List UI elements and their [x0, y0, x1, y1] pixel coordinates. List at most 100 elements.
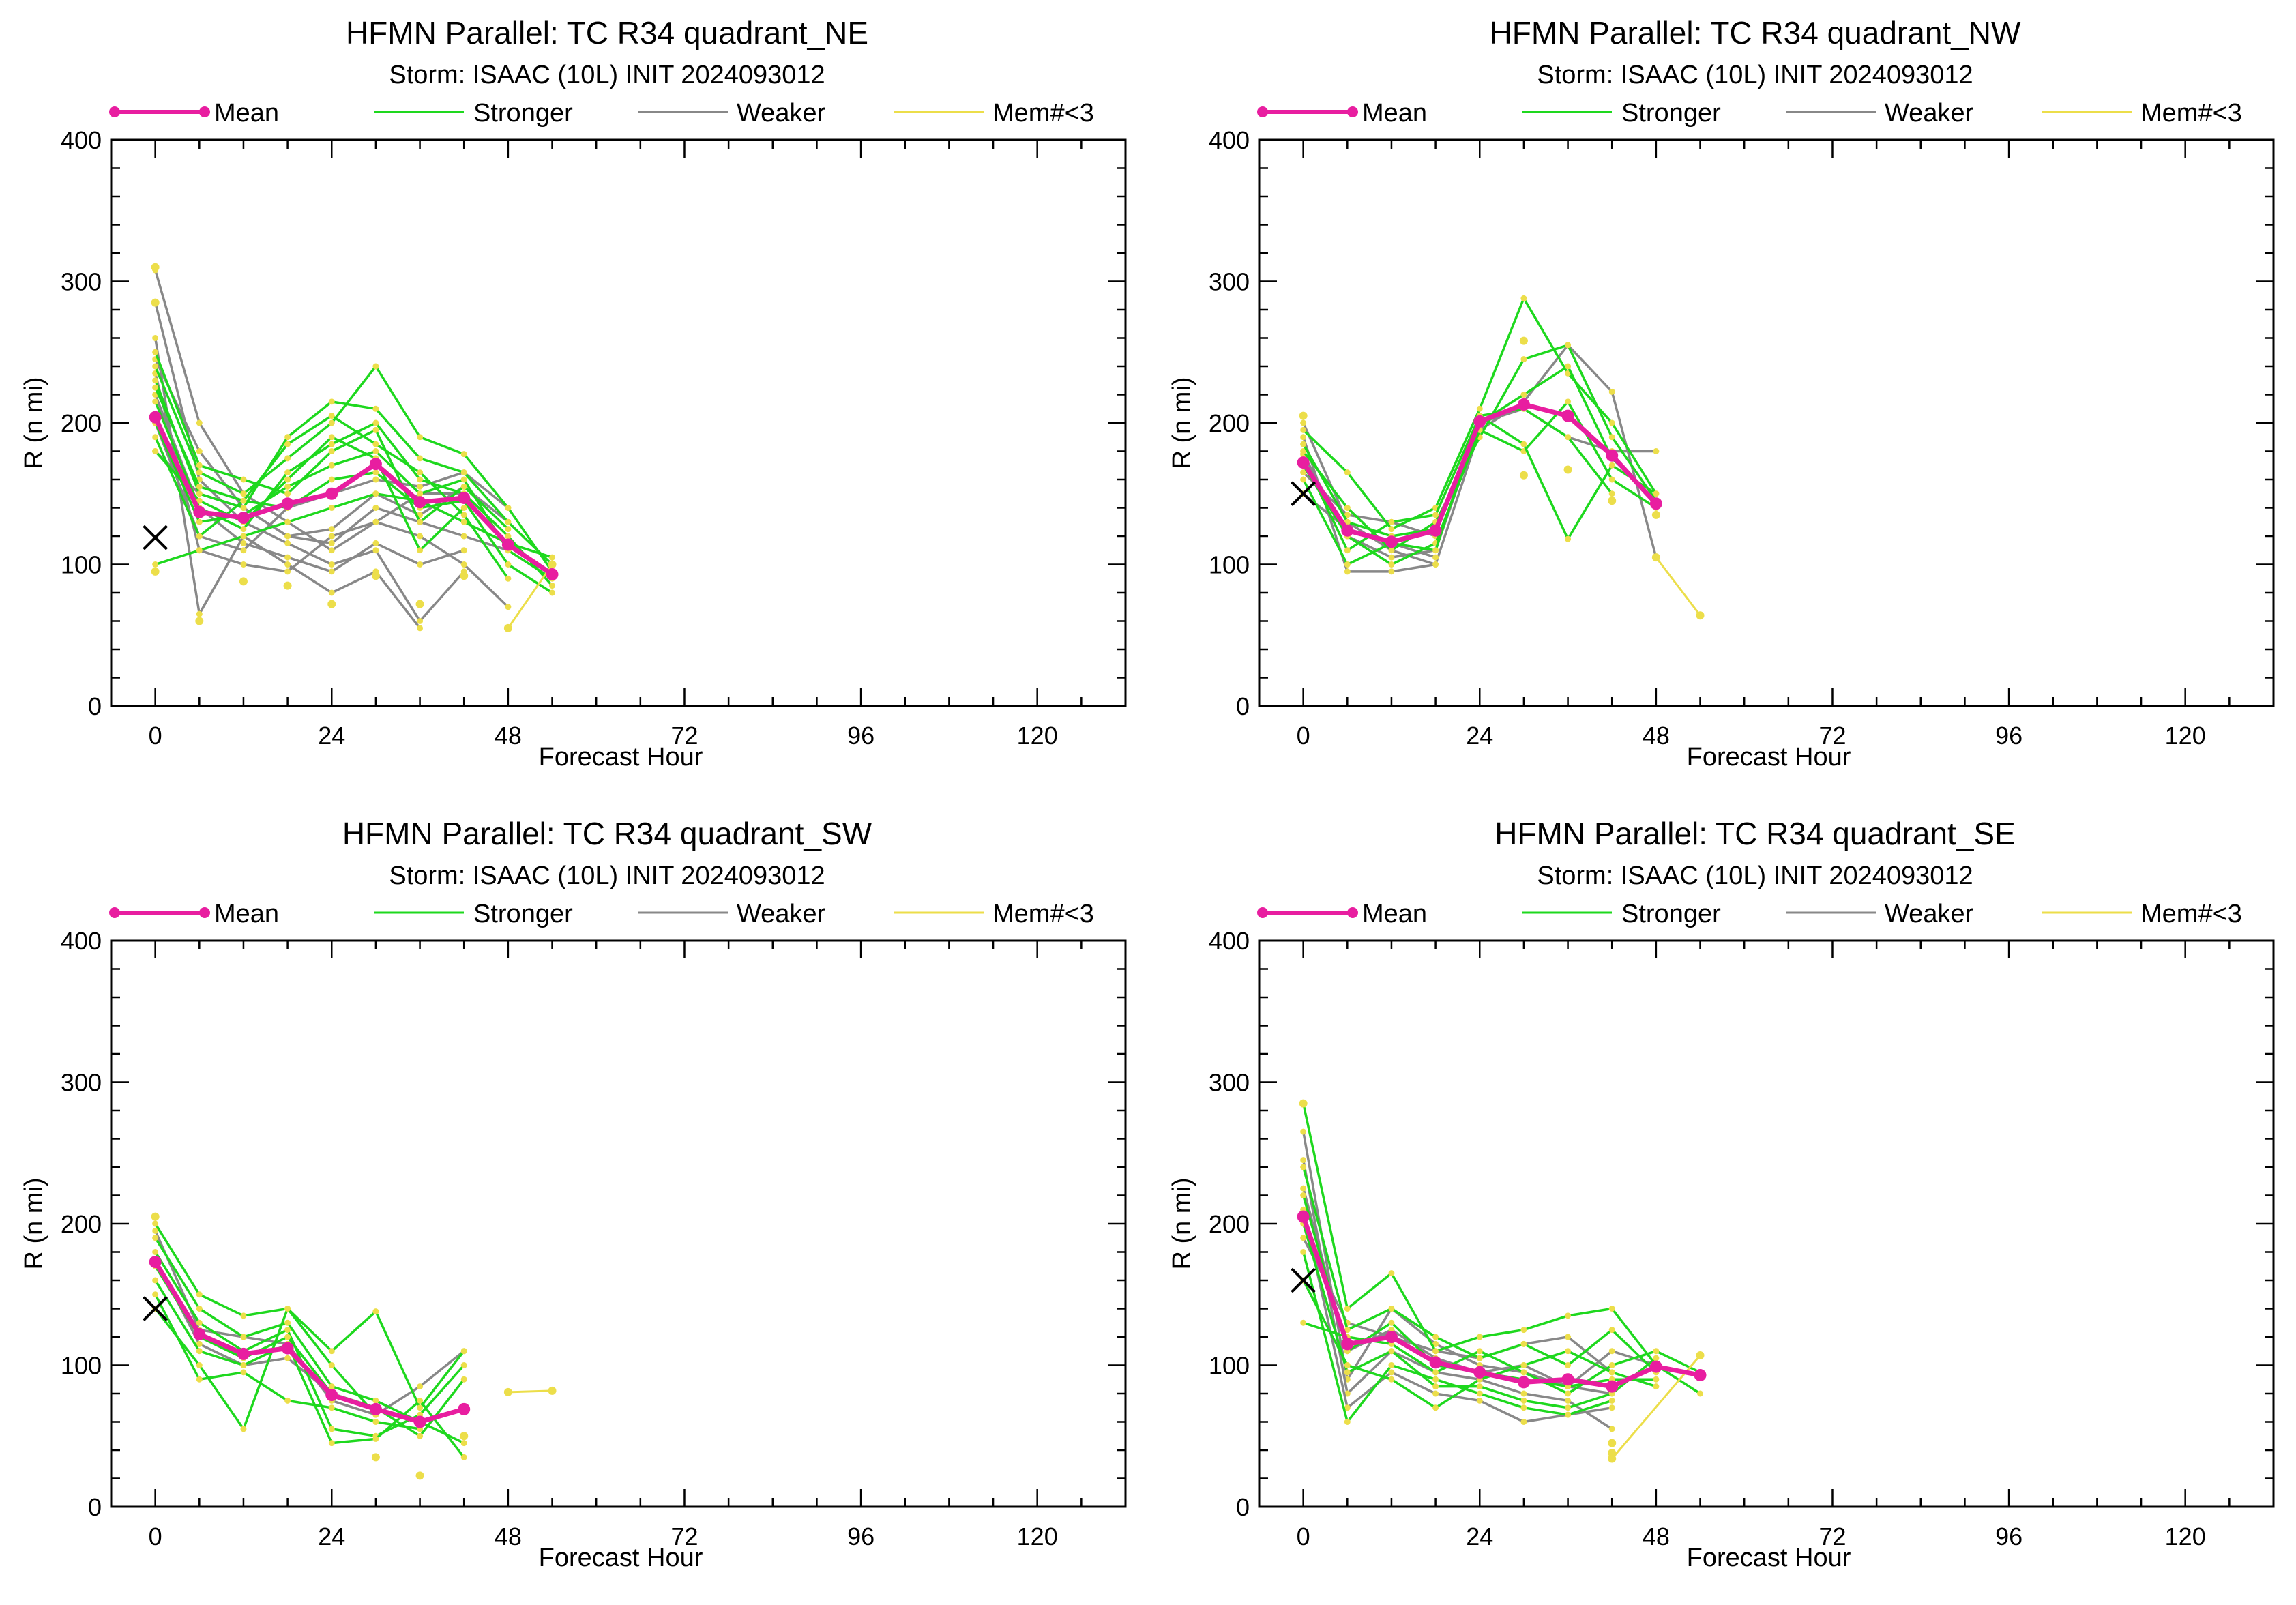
- weaker-member-point: [284, 554, 291, 561]
- few-member-point: [1519, 471, 1528, 480]
- stronger-member-point: [1432, 1383, 1439, 1390]
- weaker-member-point: [328, 540, 335, 546]
- stronger-member-point: [196, 469, 203, 476]
- stronger-member-point: [1565, 1404, 1572, 1411]
- stronger-member-point: [1344, 1306, 1351, 1312]
- stronger-member-point: [196, 490, 203, 497]
- few-member-point: [460, 572, 469, 580]
- mean-series: [1297, 398, 1662, 548]
- y-tick-label: 400: [61, 126, 102, 154]
- stronger-member-point: [1344, 505, 1351, 511]
- few-member-point: [1651, 510, 1660, 519]
- weaker-member-point: [1300, 419, 1307, 426]
- stronger-member-point: [460, 1376, 467, 1383]
- mean-line: [153, 416, 554, 576]
- stronger-member-point: [284, 1397, 291, 1404]
- stronger-member-point: [328, 1404, 335, 1411]
- mean-point: [1606, 449, 1619, 462]
- y-tick-label: 200: [61, 409, 102, 437]
- few-members: [151, 1212, 557, 1480]
- legend-stronger-label: Stronger: [473, 99, 573, 128]
- weaker-member: [1300, 1128, 1615, 1397]
- weaker-member-point: [1388, 554, 1395, 561]
- stronger-member-point: [284, 483, 291, 490]
- stronger-member-point: [328, 1383, 335, 1390]
- mean-point: [1429, 1356, 1442, 1369]
- chart-title: HFMN Parallel: TC R34 quadrant_NE: [346, 15, 868, 50]
- x-tick-label: 120: [2165, 722, 2206, 750]
- stronger-member-point: [196, 1306, 203, 1312]
- stronger-member-point: [1520, 441, 1527, 447]
- mean-point: [413, 1415, 426, 1428]
- chart-panel-3: HFMN Parallel: TC R34 quadrant_SW Storm: …: [20, 816, 1127, 1572]
- mean-point: [1341, 524, 1354, 537]
- weaker-member-point: [152, 335, 159, 341]
- mean-point: [1694, 1369, 1707, 1382]
- y-axis-label: R (n mi): [20, 377, 48, 469]
- stronger-member-point: [152, 434, 159, 441]
- weaker-member-point: [328, 547, 335, 554]
- stronger-member-point: [1565, 1312, 1572, 1319]
- weaker-member-point: [1565, 1397, 1572, 1404]
- stronger-member-point: [240, 476, 247, 483]
- stronger-member-line: [154, 1237, 465, 1445]
- x-axis-label: Forecast Hour: [539, 1544, 703, 1572]
- stronger-member-point: [505, 505, 512, 511]
- few-member-point: [503, 1387, 512, 1396]
- stronger-member-point: [1432, 512, 1439, 518]
- x-tick-label: 0: [149, 1522, 162, 1550]
- stronger-member-point: [1520, 1340, 1527, 1347]
- legend: Mean Stronger Weaker Mem#<3: [109, 900, 1094, 928]
- weaker-member-point: [1344, 512, 1351, 518]
- stronger-member-point: [417, 434, 424, 441]
- mean-point: [1606, 1380, 1619, 1393]
- weaker-member-point: [328, 589, 335, 596]
- x-tick-label: 0: [149, 722, 162, 750]
- stronger-member-line: [154, 365, 553, 572]
- stronger-member-point: [1476, 1355, 1483, 1361]
- stronger-member-point: [152, 1235, 159, 1241]
- stronger-member-point: [460, 1454, 467, 1460]
- stronger-member-point: [240, 490, 247, 497]
- chart-title: HFMN Parallel: TC R34 quadrant_SE: [1495, 816, 2016, 851]
- stronger-member-point: [328, 505, 335, 511]
- stronger-member-point: [417, 1404, 424, 1411]
- x-tick-label: 96: [847, 722, 874, 750]
- few-member-point: [239, 577, 248, 586]
- stronger-member-point: [505, 518, 512, 525]
- legend-mean-label: Mean: [214, 900, 279, 928]
- chart-subtitle: Storm: ISAAC (10L) INIT 2024093012: [1537, 862, 1973, 890]
- stronger-member-point: [1565, 398, 1572, 405]
- stronger-member-line: [154, 1307, 377, 1430]
- weaker-member-point: [505, 604, 512, 610]
- x-axis-label: Forecast Hour: [1687, 743, 1851, 771]
- stronger-member-point: [372, 426, 379, 433]
- stronger-member-point: [1520, 356, 1527, 363]
- mean-point: [1649, 1360, 1662, 1373]
- weaker-member-point: [152, 1227, 159, 1234]
- weaker-member-point: [328, 568, 335, 575]
- x-tick-label: 72: [1819, 722, 1846, 750]
- legend: Mean Stronger Weaker Mem#<3: [109, 99, 1094, 128]
- stronger-member-point: [1388, 1362, 1395, 1368]
- stronger-member-point: [1565, 1348, 1572, 1355]
- x-tick-label: 120: [2165, 1522, 2206, 1550]
- stronger-member-point: [328, 419, 335, 426]
- stronger-member-point: [372, 441, 379, 447]
- stronger-member-point: [1476, 1348, 1483, 1355]
- stronger-member-point: [1653, 1376, 1660, 1383]
- legend-mean-marker: [1347, 907, 1358, 918]
- stronger-member-point: [1344, 561, 1351, 568]
- mean-point: [325, 1389, 338, 1402]
- stronger-member-point: [1608, 1397, 1615, 1404]
- mean-point: [237, 1347, 250, 1360]
- mean-point: [1517, 1376, 1530, 1389]
- weaker-member-point: [372, 518, 379, 525]
- legend-mean-marker: [1347, 106, 1358, 117]
- legend-weaker-label: Weaker: [1885, 99, 1974, 128]
- x-tick-label: 24: [318, 1522, 345, 1550]
- observed-marker-stroke: [143, 1296, 168, 1321]
- weaker-member-point: [1388, 568, 1395, 575]
